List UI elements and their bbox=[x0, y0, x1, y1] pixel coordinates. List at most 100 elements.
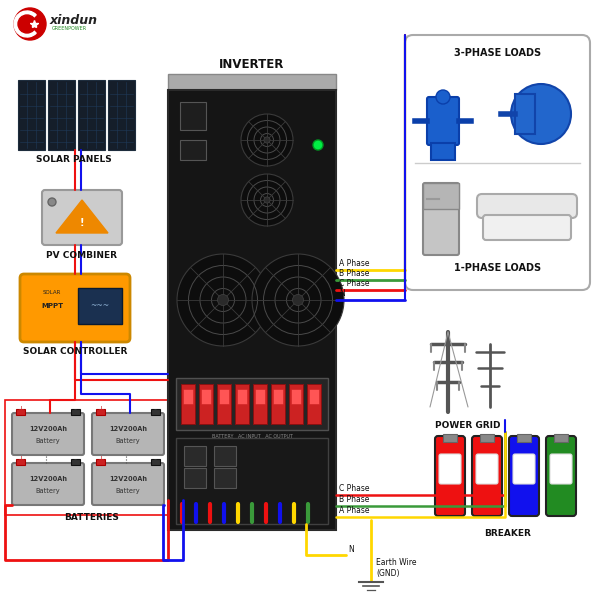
Text: -: - bbox=[154, 406, 157, 415]
Bar bbox=[237, 389, 247, 404]
Bar bbox=[96, 459, 105, 465]
Bar bbox=[289, 384, 303, 424]
Bar bbox=[554, 434, 568, 442]
Bar bbox=[181, 384, 195, 424]
Circle shape bbox=[313, 140, 323, 150]
FancyBboxPatch shape bbox=[423, 183, 459, 255]
Circle shape bbox=[14, 8, 46, 40]
Text: -: - bbox=[74, 406, 77, 415]
Bar bbox=[480, 434, 494, 442]
Bar bbox=[515, 94, 535, 134]
Text: B Phase: B Phase bbox=[339, 269, 370, 278]
Text: Battery: Battery bbox=[35, 438, 61, 444]
FancyBboxPatch shape bbox=[477, 194, 577, 218]
Text: 3-PHASE LOADS: 3-PHASE LOADS bbox=[454, 48, 541, 58]
Circle shape bbox=[217, 295, 229, 305]
Bar bbox=[219, 389, 229, 404]
Text: Battery: Battery bbox=[116, 488, 140, 494]
Bar bbox=[517, 434, 531, 442]
Text: SOLAR CONTROLLER: SOLAR CONTROLLER bbox=[23, 347, 127, 356]
Bar bbox=[151, 409, 160, 415]
Bar bbox=[16, 459, 25, 465]
FancyBboxPatch shape bbox=[405, 35, 590, 290]
Bar bbox=[423, 183, 459, 209]
Bar bbox=[235, 384, 249, 424]
Bar bbox=[71, 409, 80, 415]
FancyBboxPatch shape bbox=[12, 463, 84, 505]
Text: PV COMBINER: PV COMBINER bbox=[47, 251, 118, 260]
FancyBboxPatch shape bbox=[427, 97, 459, 145]
Text: SOLAR PANELS: SOLAR PANELS bbox=[36, 155, 112, 164]
Circle shape bbox=[18, 15, 36, 33]
FancyBboxPatch shape bbox=[92, 463, 164, 505]
Bar bbox=[201, 389, 211, 404]
Text: INVERTER: INVERTER bbox=[220, 58, 284, 70]
Bar bbox=[253, 384, 267, 424]
FancyBboxPatch shape bbox=[42, 190, 122, 245]
Bar bbox=[168, 74, 336, 90]
Bar bbox=[431, 143, 455, 160]
Circle shape bbox=[264, 137, 270, 143]
Text: N: N bbox=[339, 289, 345, 298]
Circle shape bbox=[436, 90, 450, 104]
Bar bbox=[184, 468, 206, 488]
Text: BREAKER: BREAKER bbox=[484, 529, 531, 538]
Circle shape bbox=[241, 174, 293, 226]
Circle shape bbox=[511, 84, 571, 144]
Bar bbox=[168, 90, 336, 530]
Bar bbox=[271, 384, 285, 424]
Circle shape bbox=[292, 295, 304, 305]
Text: 12V200Ah: 12V200Ah bbox=[29, 426, 67, 432]
Text: -: - bbox=[154, 455, 157, 464]
Text: SOLAR: SOLAR bbox=[43, 289, 61, 295]
Text: BATTERY   AC INPUT   AC OUTPUT: BATTERY AC INPUT AC OUTPUT bbox=[212, 433, 293, 439]
Text: BATTERIES: BATTERIES bbox=[65, 514, 119, 523]
Bar bbox=[184, 446, 206, 466]
Bar bbox=[199, 384, 213, 424]
Circle shape bbox=[241, 114, 293, 166]
Text: N: N bbox=[348, 545, 354, 554]
Circle shape bbox=[252, 254, 344, 346]
Bar bbox=[291, 389, 301, 404]
Bar bbox=[96, 409, 105, 415]
Bar bbox=[18, 80, 45, 150]
Bar bbox=[71, 459, 80, 465]
Text: GREENPOWER: GREENPOWER bbox=[52, 26, 87, 31]
Bar bbox=[108, 80, 135, 150]
FancyBboxPatch shape bbox=[435, 436, 465, 516]
Text: MPPT: MPPT bbox=[41, 303, 63, 309]
Text: A Phase: A Phase bbox=[339, 259, 370, 268]
Text: Earth Wire
(GND): Earth Wire (GND) bbox=[376, 558, 416, 578]
Bar bbox=[214, 446, 236, 466]
Text: +: + bbox=[98, 406, 104, 415]
Circle shape bbox=[264, 197, 270, 203]
FancyBboxPatch shape bbox=[509, 436, 539, 516]
Text: 12V200Ah: 12V200Ah bbox=[29, 476, 67, 482]
Bar bbox=[443, 434, 457, 442]
FancyBboxPatch shape bbox=[92, 413, 164, 455]
Bar bbox=[176, 438, 328, 524]
Text: 1-PHASE LOADS: 1-PHASE LOADS bbox=[454, 263, 541, 273]
Bar bbox=[255, 389, 265, 404]
Bar bbox=[151, 459, 160, 465]
Text: B Phase: B Phase bbox=[339, 495, 370, 504]
Bar bbox=[78, 288, 122, 324]
Circle shape bbox=[177, 254, 269, 346]
Bar bbox=[180, 102, 206, 130]
Bar bbox=[309, 389, 319, 404]
Text: POWER GRID: POWER GRID bbox=[435, 421, 501, 430]
Wedge shape bbox=[14, 11, 36, 37]
Bar bbox=[5, 400, 175, 515]
Text: 12V200Ah: 12V200Ah bbox=[109, 426, 147, 432]
Text: 12V200Ah: 12V200Ah bbox=[109, 476, 147, 482]
Text: +: + bbox=[98, 455, 104, 464]
Bar bbox=[78, 80, 105, 150]
FancyBboxPatch shape bbox=[483, 215, 571, 240]
Bar bbox=[16, 409, 25, 415]
FancyBboxPatch shape bbox=[439, 454, 461, 484]
Text: xindun: xindun bbox=[50, 14, 98, 28]
FancyBboxPatch shape bbox=[476, 454, 498, 484]
Circle shape bbox=[48, 198, 56, 206]
Text: C Phase: C Phase bbox=[339, 279, 370, 288]
Polygon shape bbox=[56, 200, 108, 233]
